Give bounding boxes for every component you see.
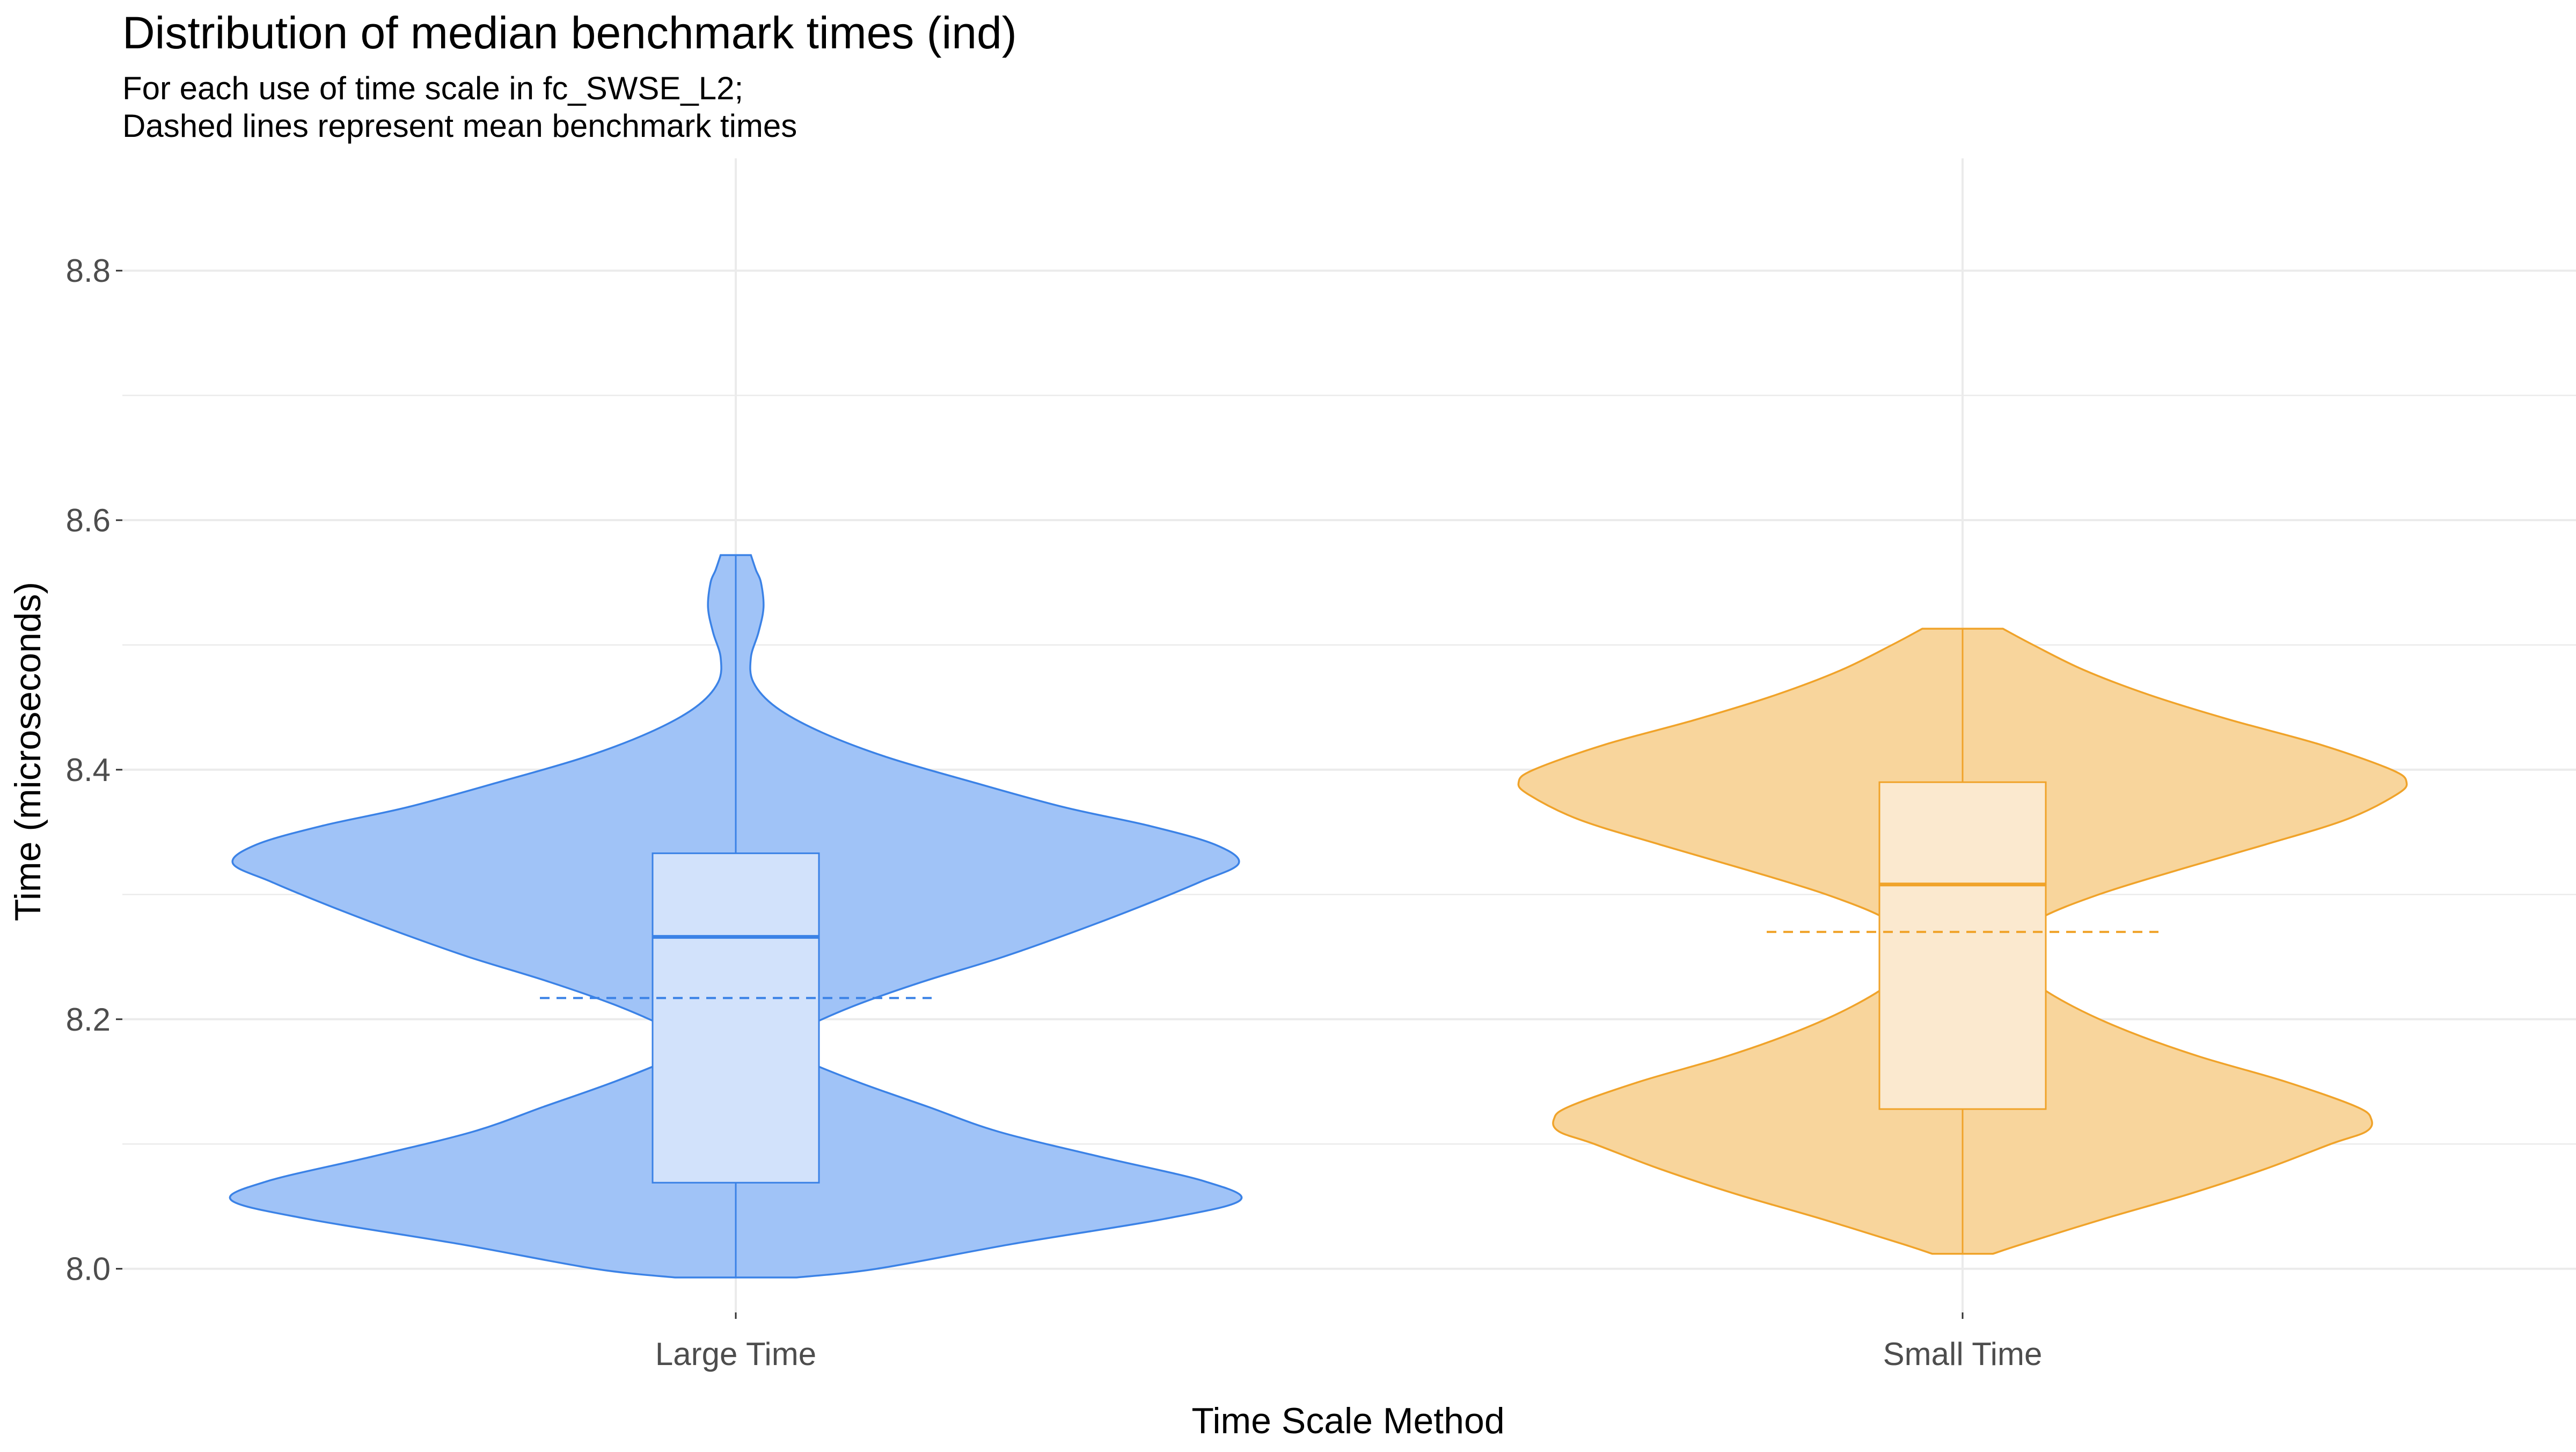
- y-tick-label: 8.0: [66, 1251, 111, 1287]
- x-axis-title: Time Scale Method: [1191, 1400, 1504, 1441]
- box-iqr: [652, 852, 820, 1184]
- x-tick-label: Small Time: [1883, 1336, 2043, 1372]
- box-iqr: [1878, 781, 2047, 1110]
- y-tick-label: 8.4: [66, 752, 111, 788]
- violin-layer: [229, 554, 2408, 1279]
- chart-subtitle-line-1: For each use of time scale in fc_SWSE_L2…: [122, 70, 743, 106]
- chart-subtitle-line-2: Dashed lines represent mean benchmark ti…: [122, 108, 797, 144]
- y-tick-label: 8.2: [66, 1002, 111, 1038]
- x-tick-label: Large Time: [655, 1336, 816, 1372]
- y-tick-label: 8.6: [66, 502, 111, 538]
- y-tick-label: 8.8: [66, 253, 111, 289]
- axis-layer: 8.0 8.2 8.4 8.6 8.8 Large Time Small Time: [66, 253, 2043, 1372]
- violin-group-small-time: [1517, 628, 2408, 1255]
- violin-group-large-time: [229, 554, 1243, 1279]
- grid-layer: [122, 158, 2576, 1312]
- chart-title: Distribution of median benchmark times (…: [122, 8, 1017, 58]
- y-axis-title: Time (microseconds): [8, 582, 48, 921]
